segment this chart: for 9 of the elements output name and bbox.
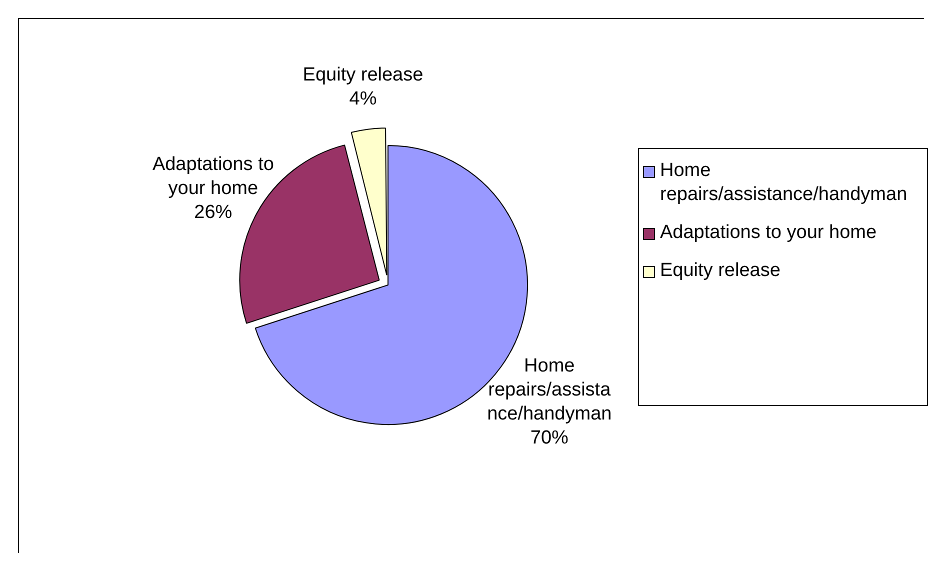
data-label: 26% — [194, 202, 232, 224]
slice-label: Home repairs/assistance/handyman — [487, 356, 612, 424]
data-label: 4% — [349, 88, 377, 110]
legend-label: Adaptations to your home — [660, 221, 877, 245]
data-label: 70% — [530, 428, 569, 448]
legend-label: Equity release — [660, 259, 780, 283]
slice-label: Equity release — [302, 64, 424, 86]
legend-label: Home repairs/assistance/handyman — [660, 159, 908, 207]
slice-label: Adaptations to your home — [152, 154, 274, 200]
